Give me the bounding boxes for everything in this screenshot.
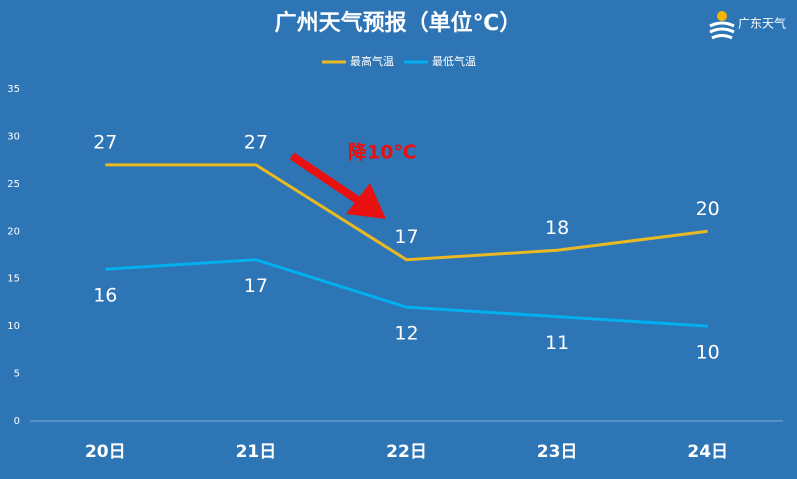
- chart-title: 广州天气预报（单位℃）: [275, 10, 522, 36]
- data-label: 20: [696, 198, 720, 220]
- y-tick-label: 10: [7, 321, 20, 332]
- annotation-group: 降10℃: [289, 141, 416, 219]
- arrow-head: [346, 183, 386, 219]
- y-tick-label: 30: [7, 131, 20, 142]
- series-line: [105, 258, 708, 328]
- legend-label: 最低气温: [432, 54, 476, 68]
- legend-label: 最高气温: [350, 54, 394, 68]
- logo: 广东天气: [709, 11, 786, 40]
- y-tick-label: 0: [14, 416, 20, 427]
- y-tick-label: 5: [14, 369, 20, 380]
- y-tick-label: 35: [7, 84, 20, 95]
- arrow-shaft: [289, 152, 365, 207]
- data-label: 18: [545, 217, 569, 239]
- data-label: 11: [545, 332, 569, 354]
- data-label: 12: [394, 323, 418, 345]
- data-label: 17: [244, 275, 268, 297]
- x-tick-label: 22日: [386, 442, 427, 462]
- data-label: 10: [696, 342, 720, 364]
- logo-sun: [717, 11, 727, 21]
- x-tick-label: 20日: [85, 442, 126, 462]
- y-tick-label: 20: [7, 226, 20, 237]
- data-label: 27: [244, 131, 268, 153]
- data-label: 27: [93, 131, 117, 153]
- data-label: 17: [394, 226, 418, 248]
- x-tick-label: 23日: [537, 442, 578, 462]
- annotation: 降10℃: [348, 141, 416, 164]
- logo-waves: [709, 21, 735, 40]
- x-tick-label: 21日: [236, 442, 277, 462]
- x-tick-label: 24日: [687, 442, 728, 462]
- data-label: 16: [93, 285, 117, 307]
- y-tick-label: 25: [7, 179, 20, 190]
- series-line: [105, 163, 708, 262]
- logo-text: 广东天气: [738, 16, 786, 31]
- y-tick-label: 15: [7, 274, 20, 285]
